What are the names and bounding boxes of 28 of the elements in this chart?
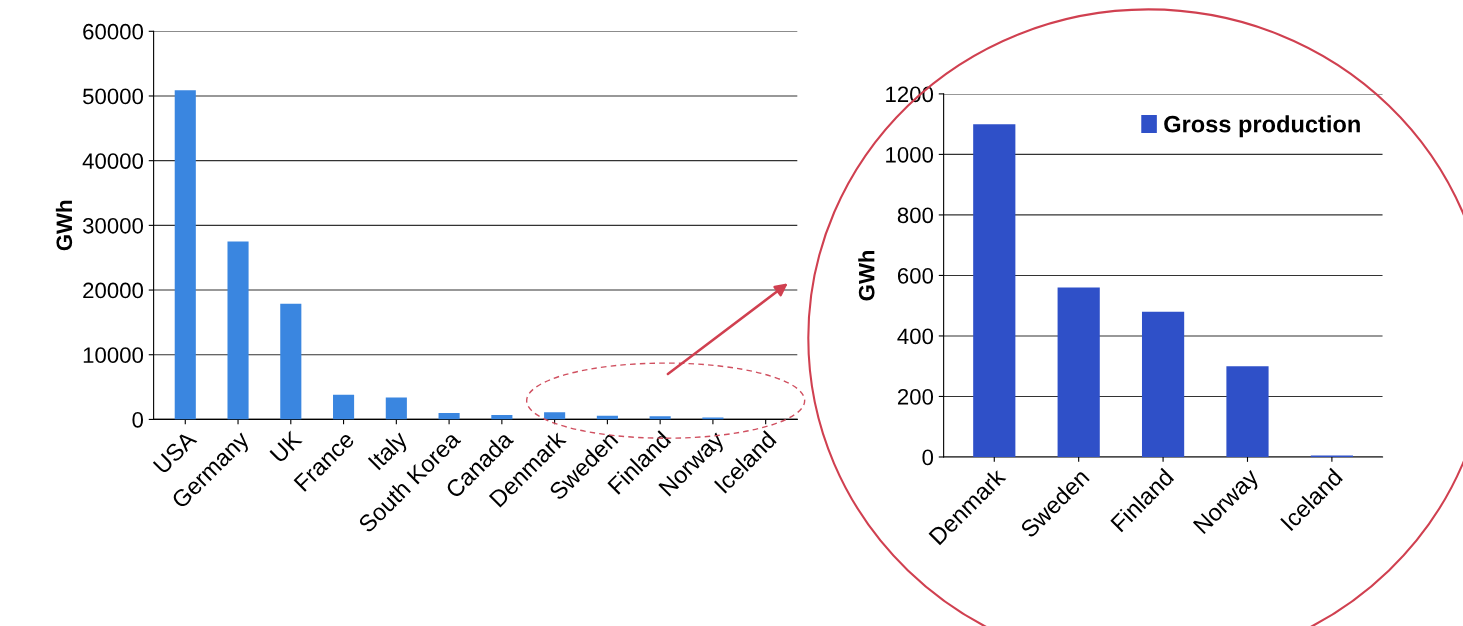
legend-label: Gross production <box>1164 115 1360 138</box>
y-axis-title: GWh <box>858 250 875 301</box>
bar <box>973 124 1016 457</box>
bar <box>438 412 460 420</box>
y-tick-label: 40000 <box>82 153 144 169</box>
bar <box>544 412 566 420</box>
bar <box>1226 366 1269 457</box>
y-tick-label: 30000 <box>82 217 144 234</box>
y-tick-label: 60000 <box>83 23 144 40</box>
y-tick-label: 50000 <box>82 88 144 105</box>
y-tick-label: 800 <box>897 207 934 224</box>
y-tick-label: 1000 <box>886 146 934 163</box>
bar <box>649 416 671 420</box>
bar <box>227 241 249 420</box>
bar <box>333 394 355 420</box>
y-tick-label: 0 <box>922 449 934 466</box>
y-tick-label: 600 <box>897 267 934 284</box>
y-tick-label: 10000 <box>83 347 144 363</box>
bar <box>1141 311 1185 457</box>
y-tick-label: 400 <box>897 328 934 345</box>
y-tick-label: 0 <box>132 411 144 428</box>
y-tick-label: 20000 <box>83 282 144 299</box>
bar <box>174 90 196 420</box>
y-tick-label: 200 <box>897 389 934 405</box>
y-axis-title: GWh <box>55 200 73 251</box>
bar <box>1057 287 1100 457</box>
bar <box>280 303 302 420</box>
bar <box>385 397 407 420</box>
